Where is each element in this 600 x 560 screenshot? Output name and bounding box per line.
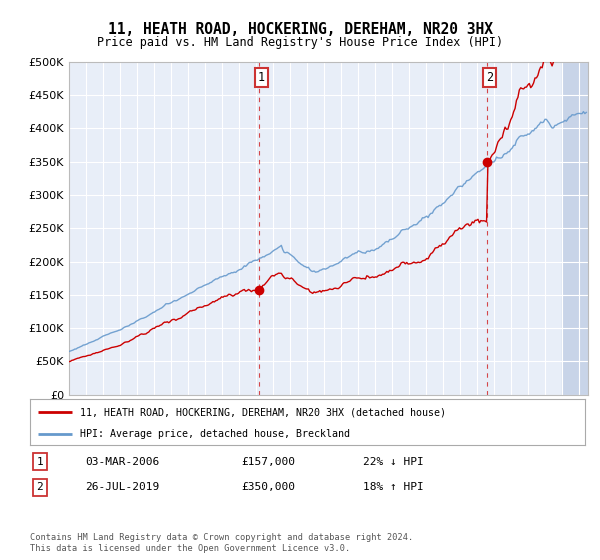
Text: 2: 2 [37,483,43,492]
Text: 18% ↑ HPI: 18% ↑ HPI [363,483,424,492]
Text: 26-JUL-2019: 26-JUL-2019 [86,483,160,492]
Text: 03-MAR-2006: 03-MAR-2006 [86,457,160,466]
Text: 1: 1 [258,71,265,84]
Text: 11, HEATH ROAD, HOCKERING, DEREHAM, NR20 3HX (detached house): 11, HEATH ROAD, HOCKERING, DEREHAM, NR20… [80,407,446,417]
Text: £350,000: £350,000 [241,483,295,492]
Text: Price paid vs. HM Land Registry's House Price Index (HPI): Price paid vs. HM Land Registry's House … [97,36,503,49]
Text: 1: 1 [37,457,43,466]
Text: £157,000: £157,000 [241,457,295,466]
Text: 11, HEATH ROAD, HOCKERING, DEREHAM, NR20 3HX: 11, HEATH ROAD, HOCKERING, DEREHAM, NR20… [107,22,493,38]
Text: 2: 2 [486,71,493,84]
Text: 22% ↓ HPI: 22% ↓ HPI [363,457,424,466]
Text: HPI: Average price, detached house, Breckland: HPI: Average price, detached house, Brec… [80,429,350,438]
Text: Contains HM Land Registry data © Crown copyright and database right 2024.
This d: Contains HM Land Registry data © Crown c… [30,533,413,553]
